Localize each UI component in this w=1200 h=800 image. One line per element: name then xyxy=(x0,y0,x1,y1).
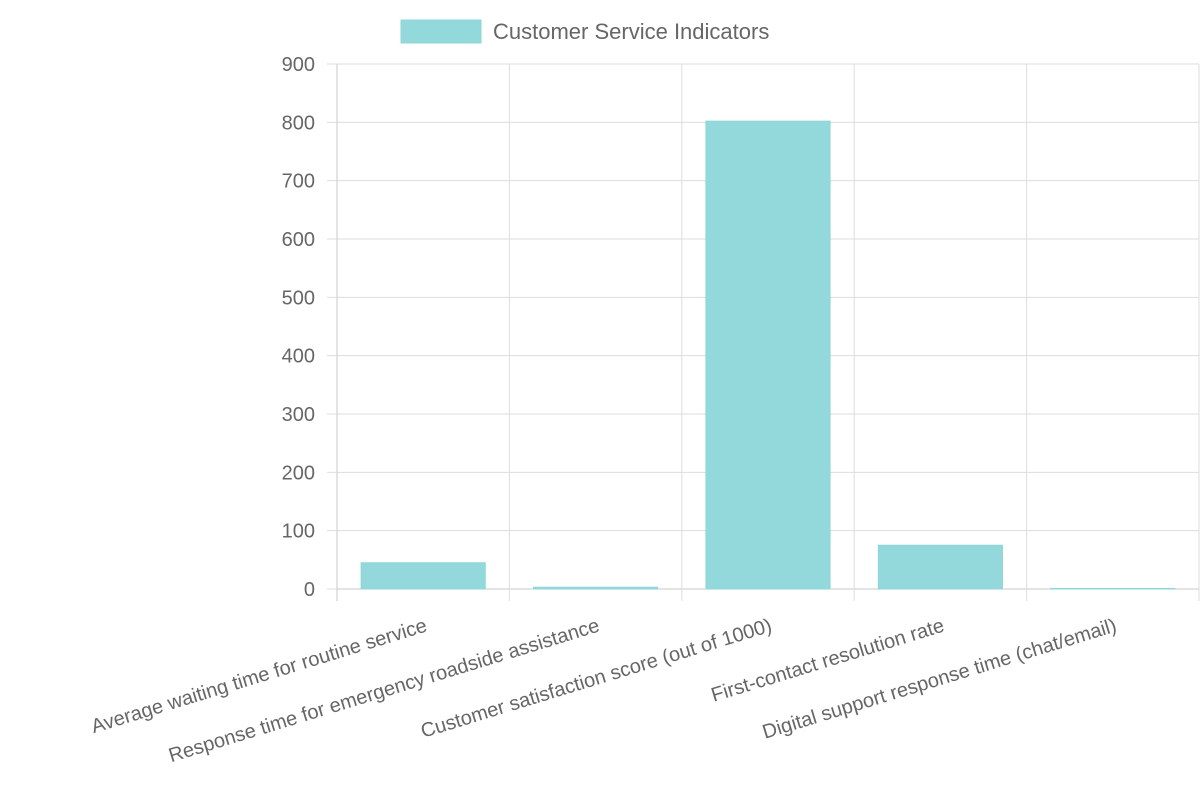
bar[interactable] xyxy=(533,586,659,590)
y-tick-label: 600 xyxy=(282,229,315,251)
bar[interactable] xyxy=(705,120,831,590)
y-tick-label: 900 xyxy=(282,54,315,76)
y-tick-label: 700 xyxy=(282,171,315,193)
y-tick-label: 500 xyxy=(282,287,315,309)
y-tick-label: 400 xyxy=(282,346,315,368)
y-tick-label: 200 xyxy=(282,462,315,484)
y-tick-label: 800 xyxy=(282,112,315,134)
bar[interactable] xyxy=(1050,587,1176,590)
legend-label: Customer Service Indicators xyxy=(493,19,769,44)
y-tick-label: 300 xyxy=(282,404,315,426)
bars xyxy=(360,120,1176,590)
legend-swatch xyxy=(400,19,482,44)
legend[interactable]: Customer Service Indicators xyxy=(400,19,769,44)
y-axis-ticks: 0 100 200 300 400 500 600 700 800 900 xyxy=(282,54,315,601)
y-tick-label: 0 xyxy=(304,579,315,601)
axes xyxy=(327,63,337,590)
x-axis-ticks: Average waiting time for routine service… xyxy=(89,615,1120,767)
bar[interactable] xyxy=(360,562,486,590)
y-tick-label: 100 xyxy=(282,521,315,543)
bar[interactable] xyxy=(877,544,1003,590)
